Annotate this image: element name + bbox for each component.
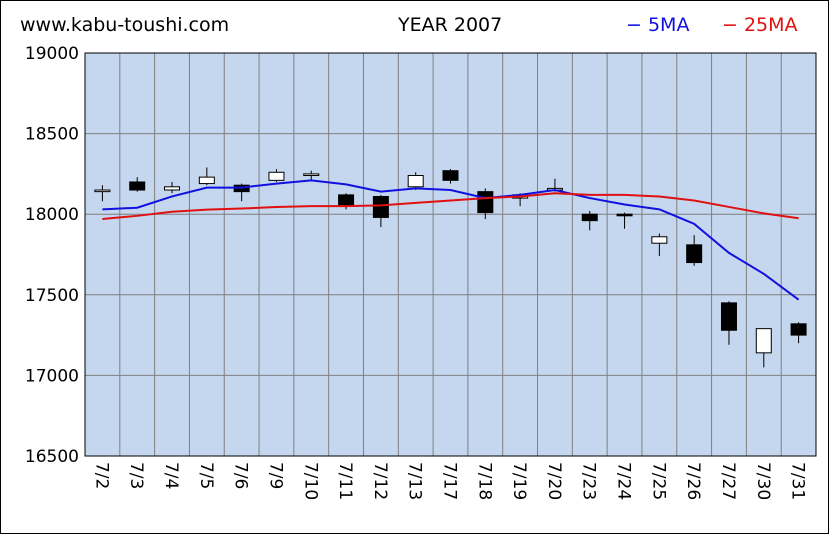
grid-lines (85, 53, 816, 456)
moving-average-lines (102, 179, 800, 301)
x-tick-label: 7/4 (161, 462, 181, 489)
candle-body (94, 189, 111, 193)
x-tick-label: 7/2 (91, 462, 111, 489)
y-tick-label: 17000 (25, 366, 79, 386)
x-tick-label: 7/6 (231, 462, 251, 489)
candle-body (338, 194, 355, 207)
x-tick-label: 7/11 (335, 462, 355, 500)
candle (755, 328, 772, 368)
candle-body (372, 195, 389, 218)
candle (581, 210, 598, 231)
x-tick-label: 7/10 (300, 462, 320, 500)
candle-body (651, 236, 668, 244)
candle-body (720, 302, 737, 331)
x-tick-label: 7/20 (544, 462, 564, 500)
candle-body (790, 323, 807, 336)
x-tick-label: 7/23 (579, 462, 599, 500)
x-tick-label: 7/31 (788, 462, 808, 500)
candle-body (407, 175, 424, 188)
y-tick-label: 17500 (25, 286, 79, 306)
candle-body (129, 181, 146, 191)
candle (268, 169, 285, 182)
y-tick-label: 19000 (25, 44, 79, 64)
x-tick-label: 7/19 (509, 462, 529, 500)
candle-body (198, 176, 215, 185)
x-tick-label: 7/24 (614, 462, 634, 500)
legend-25ma-label: 25MA (743, 14, 798, 36)
series-line-25ma (102, 192, 799, 221)
candle (407, 172, 424, 191)
candle (303, 170, 320, 181)
x-tick-label: 7/17 (440, 462, 460, 500)
candle (198, 167, 215, 186)
candle (129, 177, 146, 192)
candle-body (442, 170, 459, 181)
candle-body (686, 244, 703, 264)
x-tick-label: 7/25 (648, 462, 668, 500)
y-axis: 16500 17000 17500 18000 18500 19000 (25, 44, 79, 467)
plot-area (85, 53, 816, 456)
candle (790, 322, 807, 344)
x-tick-label: 7/5 (196, 462, 216, 489)
candle-body (581, 213, 598, 222)
candle-body (303, 173, 320, 177)
candle-body (755, 328, 772, 354)
candle (720, 301, 737, 345)
candle-body (616, 213, 633, 217)
x-tick-label: 7/12 (370, 462, 390, 500)
x-tick-label: 7/27 (718, 462, 738, 500)
x-tick-label: 7/26 (683, 462, 703, 500)
x-tick-label: 7/30 (753, 462, 773, 500)
legend-5ma: − 5MA (626, 14, 690, 36)
legend-25ma: − 25MA (722, 14, 798, 36)
x-axis: 7/2 7/3 7/4 7/5 7/6 7/9 7/10 7/11 7/12 7/13 7/17 7/… (91, 462, 807, 500)
candle (616, 212, 633, 229)
candle-body (268, 171, 285, 181)
x-tick-label: 7/3 (126, 462, 146, 489)
candle (94, 185, 111, 202)
candle (372, 194, 389, 228)
candle-body (164, 186, 181, 191)
chart-title: YEAR 2007 (398, 14, 503, 36)
candle (651, 233, 668, 257)
candle (686, 235, 703, 266)
candle (442, 169, 459, 184)
site-url: www.kabu-toushi.com (20, 14, 230, 36)
candle-body (477, 191, 494, 214)
y-tick-label: 18500 (25, 125, 79, 145)
x-tick-label: 7/18 (474, 462, 494, 500)
y-tick-label: 18000 (25, 205, 79, 225)
x-tick-label: 7/9 (265, 462, 285, 489)
series-line-5ma (102, 179, 800, 301)
candle (164, 181, 181, 194)
y-tick-label: 16500 (25, 447, 79, 467)
plot-border (84, 52, 817, 457)
legend-5ma-label: 5MA (647, 14, 690, 36)
x-tick-label: 7/13 (405, 462, 425, 500)
